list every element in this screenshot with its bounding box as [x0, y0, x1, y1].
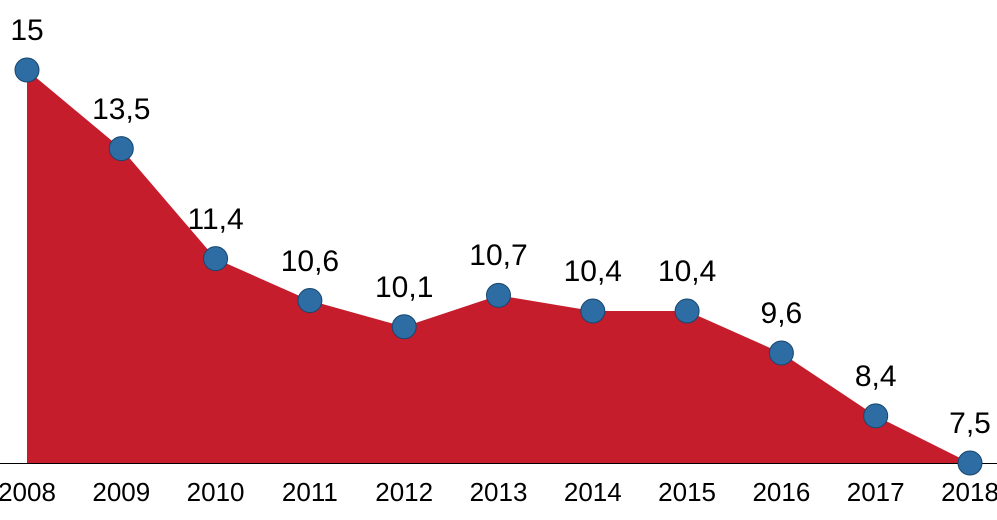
data-point: [15, 58, 39, 82]
x-axis-label: 2010: [187, 477, 245, 508]
value-label: 10,4: [564, 255, 622, 289]
data-point: [204, 247, 228, 271]
x-axis-label: 2013: [470, 477, 528, 508]
data-point: [392, 315, 416, 339]
x-axis-label: 2017: [847, 477, 905, 508]
value-label: 13,5: [92, 93, 150, 127]
data-point: [109, 137, 133, 161]
value-label: 7,5: [949, 407, 991, 441]
data-point: [487, 283, 511, 307]
data-point: [675, 299, 699, 323]
data-point: [581, 299, 605, 323]
x-axis-label: 2012: [375, 477, 433, 508]
data-point: [298, 289, 322, 313]
x-axis-label: 2015: [658, 477, 716, 508]
x-axis-label: 2014: [564, 477, 622, 508]
value-label: 10,7: [469, 239, 527, 273]
value-label: 9,6: [761, 297, 803, 331]
value-label: 10,1: [375, 271, 433, 305]
x-axis-label: 2016: [752, 477, 810, 508]
data-point: [864, 404, 888, 428]
value-label: 15: [10, 14, 43, 48]
data-point: [958, 451, 982, 475]
value-label: 11,4: [188, 203, 244, 237]
data-point: [769, 341, 793, 365]
x-axis-label: 2008: [0, 477, 56, 508]
value-label: 8,4: [855, 360, 897, 394]
value-label: 10,6: [281, 245, 339, 279]
x-axis-label: 2011: [282, 477, 338, 508]
area-chart: 15 13,5 11,4 10,6 10,1 10,7 10,4 10,4 9,6 8,4 7,5 2…: [0, 0, 997, 520]
x-axis-label: 2018: [941, 477, 997, 508]
value-label: 10,4: [658, 255, 716, 289]
x-axis-label: 2009: [92, 477, 150, 508]
